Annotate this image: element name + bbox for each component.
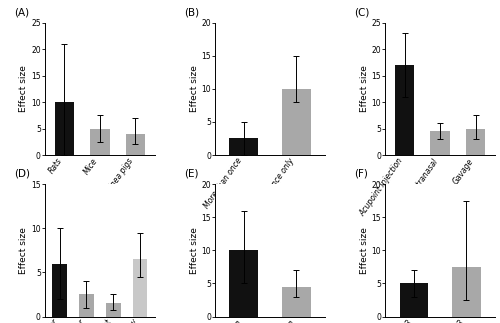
Bar (230, 139, 258, 155)
Bar (282, 287, 310, 317)
Bar (400, 284, 428, 317)
Bar (52, 264, 67, 317)
Text: (D): (D) (14, 169, 30, 179)
Text: (C): (C) (354, 7, 370, 17)
Bar (79, 295, 94, 317)
Text: (E): (E) (184, 169, 199, 179)
Y-axis label: Effect size: Effect size (190, 65, 198, 112)
Bar (430, 131, 450, 155)
Bar (452, 267, 480, 317)
Y-axis label: Effect size: Effect size (20, 227, 28, 274)
Bar (106, 303, 120, 317)
Bar (282, 89, 310, 155)
Text: (F): (F) (354, 169, 368, 179)
Y-axis label: Effect size: Effect size (190, 227, 198, 274)
Bar (90, 129, 110, 155)
Bar (230, 250, 258, 317)
Y-axis label: Effect size: Effect size (360, 227, 368, 274)
Text: (A): (A) (14, 7, 30, 17)
Bar (132, 259, 148, 317)
Bar (126, 134, 145, 155)
Bar (54, 102, 74, 155)
Bar (466, 129, 485, 155)
Y-axis label: Effect size: Effect size (360, 65, 368, 112)
Bar (395, 65, 414, 155)
Y-axis label: Effect size: Effect size (20, 65, 28, 112)
Text: (B): (B) (184, 7, 200, 17)
